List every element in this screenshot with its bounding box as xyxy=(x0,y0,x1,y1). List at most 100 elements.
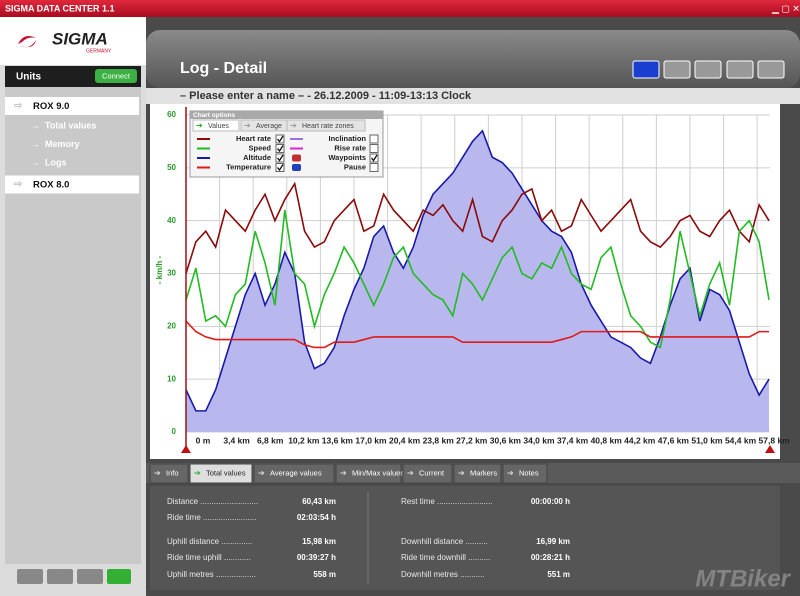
device-row[interactable] xyxy=(5,175,139,194)
logo-sub: GERMANY xyxy=(86,48,112,54)
stat-label: Rest time ......................... xyxy=(401,497,493,506)
sync-button[interactable] xyxy=(107,569,131,584)
series-line xyxy=(185,129,770,412)
range-marker[interactable] xyxy=(181,445,191,453)
x-tick-label: 57,8 km xyxy=(759,435,791,445)
tab-label[interactable]: Min/Max values xyxy=(352,468,404,477)
legend-label: Temperature xyxy=(226,162,271,171)
x-tick-label: 51,0 km xyxy=(691,435,723,445)
stat-label: Ride time ........................ xyxy=(167,513,256,522)
watermark: MTBiker xyxy=(695,565,791,592)
checkbox[interactable] xyxy=(275,163,285,172)
tab-arrow: ➔ xyxy=(290,121,297,130)
x-tick-label: 37,4 km xyxy=(557,435,589,445)
help-button[interactable] xyxy=(17,569,43,584)
tab[interactable] xyxy=(149,463,189,484)
back-button[interactable] xyxy=(632,60,660,79)
title-bar xyxy=(0,0,800,17)
tab-arrow: ➔ xyxy=(507,469,514,478)
zoom-button[interactable] xyxy=(726,60,754,79)
x-tick-label: 27,2 km xyxy=(456,435,488,445)
tab[interactable] xyxy=(502,463,548,484)
tab[interactable] xyxy=(402,463,453,484)
connect-label[interactable]: Connect xyxy=(102,71,131,80)
range-marker[interactable] xyxy=(765,445,775,453)
y-tick-label: 10 xyxy=(167,374,176,383)
tab-label[interactable]: Notes xyxy=(519,468,539,477)
tab-label[interactable]: Markers xyxy=(470,468,497,477)
stat-label: Uphill metres .................. xyxy=(167,570,256,579)
window-title: SIGMA DATA CENTER 1.1 xyxy=(5,3,115,13)
x-tick-label: 20,4 km xyxy=(389,435,421,445)
option-icon xyxy=(292,154,301,162)
options-tab-label[interactable]: Average xyxy=(256,123,282,130)
page-title: Log - Detail xyxy=(180,60,267,77)
checkmark xyxy=(370,154,378,162)
options-tab-label[interactable]: Values xyxy=(208,123,229,130)
tab-arrow: ➔ xyxy=(258,469,265,478)
window-controls[interactable]: ▁ ▢ ✕ xyxy=(771,3,800,14)
legend-label: Heart rate xyxy=(236,134,271,143)
stat-value: 60,43 km xyxy=(302,497,336,506)
tab-label[interactable]: Current xyxy=(419,468,445,477)
x-tick-label: 17,0 km xyxy=(355,435,387,445)
options-tab[interactable] xyxy=(286,119,366,132)
tab-label[interactable]: Info xyxy=(166,468,179,477)
checkbox[interactable] xyxy=(369,153,379,163)
y-tick-label: 40 xyxy=(167,216,176,225)
options-tab[interactable] xyxy=(192,119,240,132)
y-tick-label: 60 xyxy=(167,110,176,119)
y-tick-label: 0 xyxy=(172,427,177,436)
tree-arrow: → xyxy=(31,120,40,130)
device-row[interactable] xyxy=(5,97,139,115)
device-name[interactable]: ROX 8.0 xyxy=(33,180,69,191)
x-tick-label: 47,6 km xyxy=(658,435,690,445)
tab-arrow: ➔ xyxy=(244,121,251,130)
print-button[interactable] xyxy=(757,60,785,79)
stats-panel xyxy=(150,486,780,590)
x-tick-label: 10,2 km xyxy=(288,435,320,445)
stat-label: Ride time uphill ............ xyxy=(167,553,251,562)
checkbox[interactable] xyxy=(275,144,285,153)
tab-label[interactable]: Total values xyxy=(206,468,246,477)
y-tick-label: 30 xyxy=(167,269,176,278)
stat-label: Downhill metres ........... xyxy=(401,570,485,579)
option-icon xyxy=(292,164,301,171)
x-tick-label: 13,6 km xyxy=(322,435,354,445)
tab[interactable] xyxy=(335,463,402,484)
tree-item[interactable]: Total values xyxy=(45,120,96,130)
tree-item[interactable]: Logs xyxy=(45,157,67,167)
logo-area xyxy=(0,17,146,65)
y-tick-label: 50 xyxy=(167,163,176,172)
tree-item[interactable]: Memory xyxy=(45,139,80,149)
option-label: Waypoints xyxy=(328,153,366,162)
stat-value: 02:03:54 h xyxy=(297,513,336,522)
device-name[interactable]: ROX 9.0 xyxy=(33,101,69,112)
tab[interactable] xyxy=(253,463,335,484)
tool-button[interactable] xyxy=(663,60,691,79)
legend-label: Altitude xyxy=(243,153,271,162)
stat-label: Downhill distance .......... xyxy=(401,537,488,546)
connect-button[interactable] xyxy=(95,69,137,83)
tool-button[interactable] xyxy=(694,60,722,79)
options-tab-label[interactable]: Heart rate zones xyxy=(302,123,354,130)
checkbox[interactable] xyxy=(369,163,379,172)
info-button[interactable] xyxy=(77,569,103,584)
x-tick-label: 0 m xyxy=(196,435,211,445)
checkbox[interactable] xyxy=(275,134,285,144)
settings-button[interactable] xyxy=(47,569,73,584)
checkbox[interactable] xyxy=(369,144,379,153)
tab[interactable] xyxy=(189,463,253,484)
tab-label[interactable]: Average values xyxy=(270,468,322,477)
option-label: Inclination xyxy=(329,134,367,143)
options-title: Chart options xyxy=(193,112,236,119)
logo-icon xyxy=(18,36,36,48)
checkbox[interactable] xyxy=(369,134,379,144)
series-line xyxy=(185,181,770,274)
checkbox[interactable] xyxy=(275,153,285,163)
y-axis-label: - km/h - xyxy=(155,255,164,284)
tab-arrow: ➔ xyxy=(407,469,414,478)
tab[interactable] xyxy=(453,463,502,484)
x-tick-label: 23,8 km xyxy=(423,435,455,445)
